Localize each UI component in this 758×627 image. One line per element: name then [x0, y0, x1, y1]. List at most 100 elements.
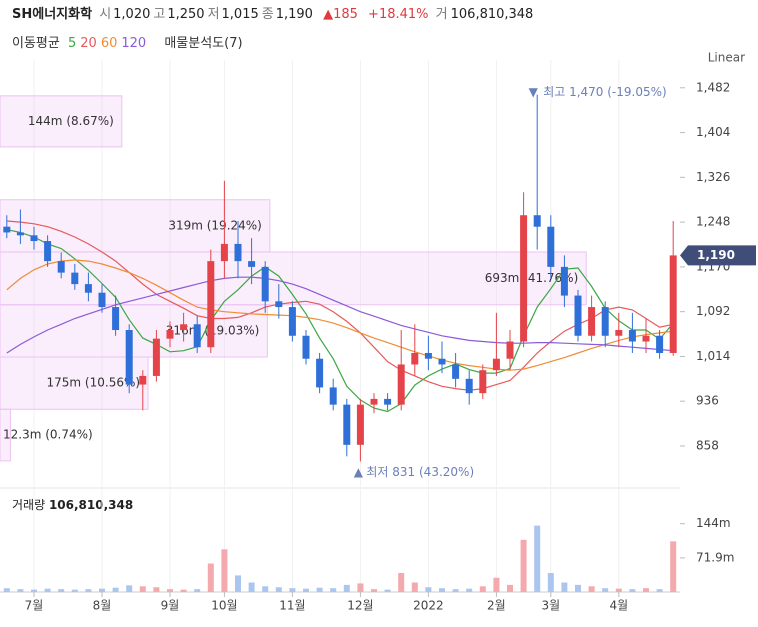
high-marker: ▼: [529, 85, 539, 99]
candle-body: [574, 295, 582, 336]
volume-tick-label: 144m: [696, 516, 731, 530]
volume-bar: [85, 589, 92, 592]
volume-label: 거: [435, 7, 448, 22]
volume-profile-bar: [0, 408, 11, 462]
profile-legend[interactable]: 매물분석도(7): [164, 36, 243, 51]
last-price-tag: [680, 245, 756, 266]
volume-profile-bar: [0, 95, 123, 148]
ma-legend: 5 20 60 120: [68, 36, 150, 51]
volume-bar: [398, 573, 405, 592]
candle-body: [44, 241, 52, 262]
y-tick-label: 1,404: [696, 125, 730, 139]
candle-body: [615, 330, 623, 336]
volume-title-label: 거래량: [12, 498, 45, 512]
item-label: 시: [99, 7, 112, 22]
volume-bar: [629, 589, 636, 592]
candle-body: [452, 364, 460, 379]
volume-bar: [656, 589, 663, 592]
candle-body: [588, 307, 596, 336]
volume-bar: [561, 582, 568, 592]
candle-body: [112, 307, 120, 331]
stock-name: SH에너지화학: [12, 7, 93, 22]
ma-legend-entry: 20: [80, 36, 97, 51]
candle-body: [180, 324, 188, 331]
volume-bar: [99, 588, 105, 592]
volume-bar: [153, 587, 160, 592]
volume-bar: [3, 588, 10, 592]
volume-bar: [520, 539, 527, 592]
volume-bar: [221, 549, 228, 592]
candle-body: [506, 341, 514, 359]
header: SH에너지화학 시 1,020 고 1,250 저 1,015 종 1,190 ▲185 +1…: [12, 3, 536, 22]
candle-body: [465, 378, 473, 394]
volume-bar: [303, 588, 309, 592]
volume-profile-label: 693m (41.76%): [485, 271, 579, 285]
ma-legend-entry: 60: [100, 36, 118, 51]
x-tick-label: 2022: [413, 599, 444, 613]
volume-bar: [452, 589, 459, 592]
volume-bar: [126, 585, 133, 592]
scale-label[interactable]: Linear: [708, 51, 745, 65]
candle-body: [220, 243, 228, 262]
low-marker: ▲: [354, 465, 364, 479]
ma-legend-entry: 5: [67, 36, 77, 51]
volume-bar: [439, 588, 445, 592]
item-label: 고: [153, 7, 166, 22]
volume-bar: [275, 587, 282, 592]
y-tick-label: 858: [696, 438, 719, 452]
candle-body: [16, 232, 24, 236]
x-tick-label: 2월: [487, 599, 506, 613]
candle-body: [98, 292, 106, 308]
y-tick-label: 1,482: [696, 80, 730, 94]
x-tick-label: 7월: [25, 599, 44, 613]
change: ▲185: [323, 7, 358, 22]
low-annotation: 최저 831 (43.20%): [366, 465, 474, 479]
price-items: 시 1,020 고 1,250 저 1,015 종 1,190: [99, 7, 316, 22]
x-tick-label: 8월: [93, 599, 112, 613]
ma-title: 이동평균: [12, 36, 60, 51]
y-tick-label: 936: [696, 394, 719, 408]
candle-body: [424, 352, 432, 359]
volume-bar: [316, 587, 323, 592]
volume-bar: [194, 589, 201, 592]
candle-body: [234, 243, 242, 262]
moving-average-line: [6, 259, 674, 371]
volume-bar: [343, 584, 350, 592]
volume-title: 거래량 106,810,348: [12, 498, 133, 512]
volume-bar: [602, 588, 609, 592]
volume-bar: [507, 584, 513, 592]
candle-body: [316, 358, 324, 388]
candle-body: [261, 266, 269, 302]
candle-body: [207, 261, 215, 348]
high-annotation: 최고 1,470 (-19.05%): [543, 85, 667, 99]
volume-bar: [466, 588, 473, 592]
x-tick-label: 4월: [609, 599, 628, 613]
indicator-legend: 이동평균 5 20 60 120 매물분석도(7): [12, 32, 247, 51]
volume-bar: [289, 588, 296, 592]
ma-legend-entry: 120: [121, 36, 147, 51]
candle-body: [560, 266, 568, 296]
volume-bar: [180, 589, 187, 592]
candle-body: [384, 398, 392, 405]
item-value: 1,190: [275, 7, 313, 22]
candle-body: [669, 255, 677, 353]
candle-body: [628, 330, 636, 342]
candle-body: [520, 215, 528, 342]
candle-body: [533, 215, 541, 227]
volume-bar: [670, 541, 677, 592]
candle-body: [71, 272, 79, 285]
last-price-label: 1,190: [697, 248, 735, 262]
volume-total: 106,810,348: [49, 498, 133, 512]
volume-bar: [534, 525, 541, 592]
volume-bar: [235, 575, 241, 592]
candle-body: [57, 261, 65, 273]
candle-body: [547, 226, 555, 267]
volume-profile-label: 12.3m (0.74%): [3, 428, 93, 442]
candle-body: [275, 301, 283, 308]
candle-body: [438, 358, 446, 365]
volume-bar: [357, 583, 364, 592]
x-tick-label: 11월: [279, 599, 305, 613]
volume-bar: [167, 589, 173, 592]
